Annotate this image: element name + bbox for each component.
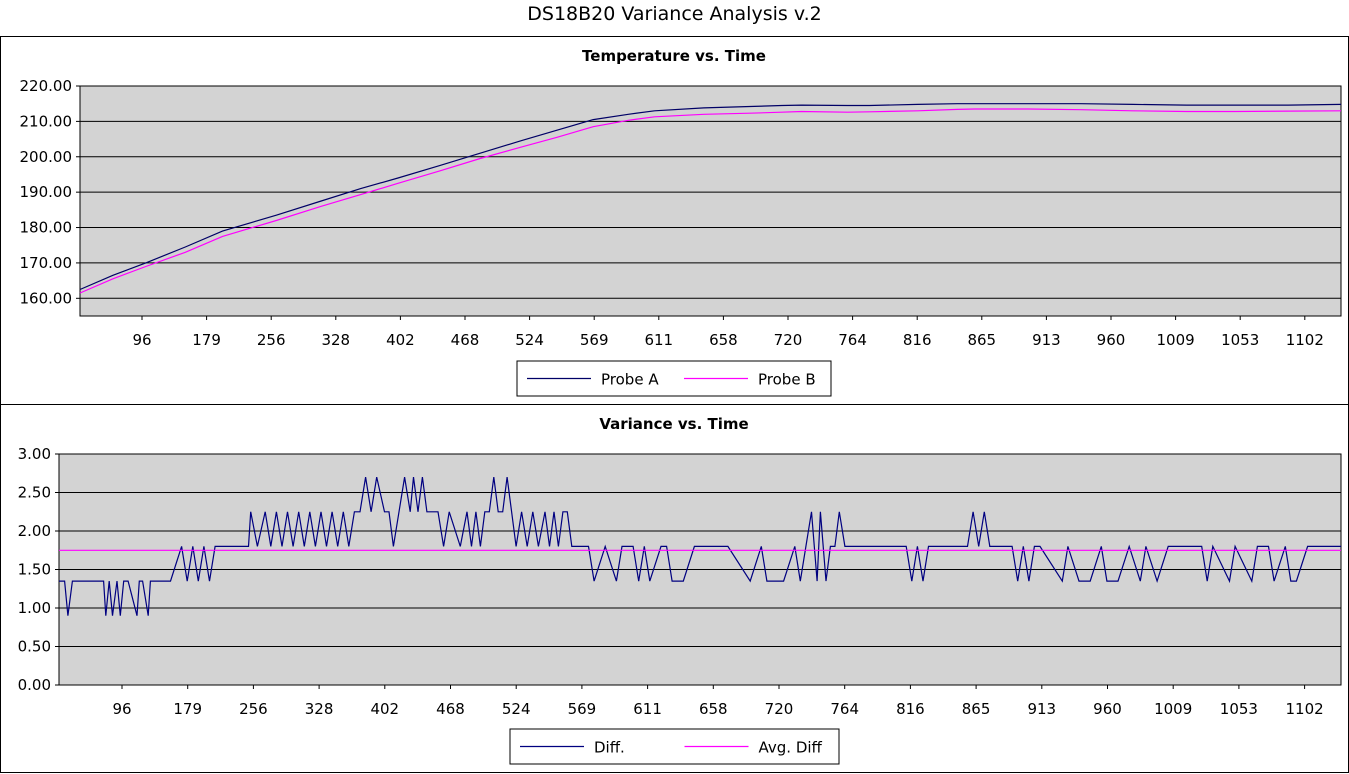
y-tick-label: 210.00 bbox=[20, 112, 73, 130]
x-tick-label: 256 bbox=[239, 700, 268, 718]
plot-area bbox=[79, 85, 1342, 317]
x-tick-label: 328 bbox=[321, 331, 350, 349]
x-tick-label: 960 bbox=[1093, 700, 1122, 718]
x-tick-label: 1102 bbox=[1286, 700, 1324, 718]
x-tick-label: 179 bbox=[192, 331, 221, 349]
x-tick-label: 524 bbox=[515, 331, 544, 349]
x-tick-label: 328 bbox=[305, 700, 334, 718]
x-tick-label: 569 bbox=[568, 700, 597, 718]
chart-title: Variance vs. Time bbox=[599, 415, 748, 433]
temperature-chart-panel: Temperature vs. Time 160.00 170.00 180.00 19… bbox=[0, 36, 1349, 405]
x-tick-label: 1053 bbox=[1221, 331, 1259, 349]
x-tick-label: 468 bbox=[436, 700, 465, 718]
x-tick-label: 611 bbox=[644, 331, 673, 349]
y-tick-label: 220.00 bbox=[20, 77, 73, 95]
x-tick-label: 256 bbox=[257, 331, 286, 349]
chart-title: Temperature vs. Time bbox=[582, 47, 766, 65]
x-tick-label: 865 bbox=[967, 331, 996, 349]
x-tick-label: 764 bbox=[830, 700, 859, 718]
x-tick-label: 658 bbox=[709, 331, 738, 349]
series-line-0 bbox=[79, 103, 1342, 291]
x-tick-label: 816 bbox=[903, 331, 932, 349]
x-tick-label: 611 bbox=[633, 700, 662, 718]
page-title: DS18B20 Variance Analysis v.2 bbox=[527, 3, 822, 25]
x-tick-label: 960 bbox=[1097, 331, 1126, 349]
x-tick-label: 96 bbox=[112, 700, 131, 718]
x-tick-label: 1009 bbox=[1154, 700, 1192, 718]
series-line-1 bbox=[79, 108, 1342, 294]
x-tick-label: 569 bbox=[580, 331, 609, 349]
y-tick-label: 0.00 bbox=[18, 676, 51, 694]
x-tick-label: 913 bbox=[1027, 700, 1056, 718]
legend-label: Avg. Diff bbox=[759, 739, 823, 757]
temperature-chart: Temperature vs. Time 160.00 170.00 180.00 19… bbox=[20, 47, 1342, 397]
y-tick-label: 2.50 bbox=[18, 484, 51, 502]
y-tick-label: 160.00 bbox=[20, 289, 73, 307]
y-tick-label: 0.50 bbox=[18, 638, 51, 656]
y-tick-label: 170.00 bbox=[20, 254, 73, 272]
y-tick-label: 2.00 bbox=[18, 522, 51, 540]
variance-chart-panel: Variance vs. Time 0.00 0.50 1.00 1.50 2.00 2.5… bbox=[0, 404, 1349, 773]
x-tick-label: 1102 bbox=[1286, 331, 1324, 349]
x-tick-label: 816 bbox=[896, 700, 925, 718]
x-tick-label: 913 bbox=[1032, 331, 1061, 349]
y-tick-label: 3.00 bbox=[18, 445, 51, 463]
x-tick-label: 865 bbox=[962, 700, 991, 718]
y-tick-label: 180.00 bbox=[20, 219, 73, 237]
x-tick-label: 1053 bbox=[1220, 700, 1258, 718]
x-tick-label: 524 bbox=[502, 700, 531, 718]
y-tick-label: 1.00 bbox=[18, 599, 51, 617]
x-tick-label: 764 bbox=[838, 331, 867, 349]
y-tick-label: 190.00 bbox=[20, 183, 73, 201]
variance-chart: Variance vs. Time 0.00 0.50 1.00 1.50 2.00 2.5… bbox=[18, 415, 1342, 765]
x-tick-label: 402 bbox=[370, 700, 399, 718]
y-tick-label: 200.00 bbox=[20, 148, 73, 166]
x-tick-label: 179 bbox=[173, 700, 202, 718]
x-tick-label: 720 bbox=[774, 331, 803, 349]
legend-label: Probe B bbox=[758, 371, 816, 389]
x-tick-label: 1009 bbox=[1157, 331, 1195, 349]
x-tick-label: 720 bbox=[765, 700, 794, 718]
y-tick-label: 1.50 bbox=[18, 561, 51, 579]
x-tick-label: 96 bbox=[132, 331, 151, 349]
series-line-0 bbox=[59, 476, 1341, 616]
legend-label: Diff. bbox=[594, 739, 625, 757]
x-tick-label: 658 bbox=[699, 700, 728, 718]
legend-label: Probe A bbox=[601, 371, 659, 389]
x-tick-label: 468 bbox=[451, 331, 480, 349]
x-tick-label: 402 bbox=[386, 331, 415, 349]
